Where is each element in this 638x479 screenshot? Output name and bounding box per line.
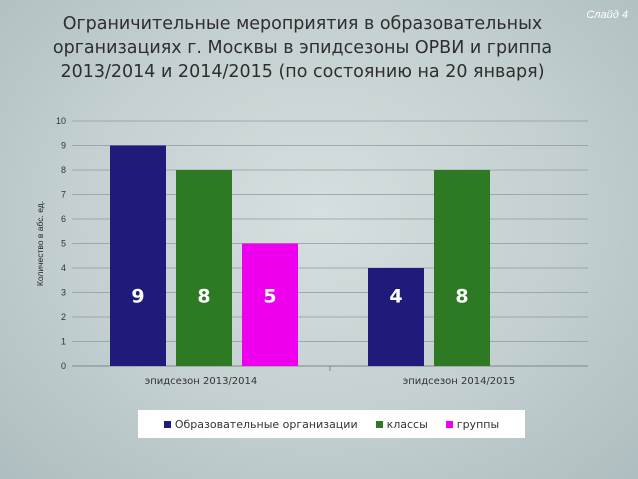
y-tick-label-8: 8 [61, 165, 66, 175]
y-tick-label-0: 0 [61, 361, 66, 371]
data-label-2-2: 8 [455, 286, 468, 308]
legend-swatch-organizations [163, 420, 171, 428]
y-tick-label-6: 6 [61, 214, 66, 224]
bar-1-1 [110, 145, 166, 366]
legend-swatch-classes [375, 420, 383, 428]
y-axis-label: Количество в абс. ед. [35, 201, 45, 286]
legend-swatch-groups [445, 420, 453, 428]
y-tick-label-7: 7 [61, 190, 66, 200]
y-tick-label-5: 5 [61, 239, 66, 249]
y-tick-label-9: 9 [61, 141, 66, 151]
chart-legend: Образовательные организации классы групп… [138, 410, 525, 438]
data-label-1-2: 4 [389, 286, 402, 308]
legend-item-groups: группы [445, 417, 500, 431]
bar-3-1 [242, 243, 298, 366]
category-label-2: эпидсезон 2014/2015 [403, 376, 516, 387]
legend-item-organizations: Образовательные организации [163, 417, 358, 431]
legend-label-groups: группы [456, 417, 500, 431]
y-tick-label-1: 1 [61, 337, 66, 347]
category-label-1: эпидсезон 2013/2014 [145, 376, 258, 387]
bar-1-2 [368, 268, 424, 366]
bar-2-1 [176, 170, 232, 366]
bar-2-2 [434, 170, 490, 366]
slide-number: Слайд 4 [586, 9, 628, 21]
y-tick-label-10: 10 [56, 116, 66, 126]
data-label-1-1: 9 [131, 286, 144, 308]
legend-label-organizations: Образовательные организации [174, 417, 358, 431]
data-label-3-1: 5 [263, 286, 276, 308]
legend-label-classes: классы [386, 417, 428, 431]
title-line-2: организациях г. Москвы в эпидсезоны ОРВИ… [52, 38, 553, 58]
title-line-1: Ограничительные мероприятия в образовате… [62, 14, 543, 34]
y-tick-label-3: 3 [61, 288, 66, 298]
title-line-3: 2013/2014 и 2014/2015 (по состоянию на 2… [60, 62, 545, 82]
legend-item-classes: классы [375, 417, 428, 431]
y-tick-label-4: 4 [61, 263, 66, 273]
slide-title: Ограничительные мероприятия в образовате… [20, 12, 585, 84]
y-tick-label-2: 2 [61, 312, 66, 322]
data-label-2-1: 8 [197, 286, 210, 308]
